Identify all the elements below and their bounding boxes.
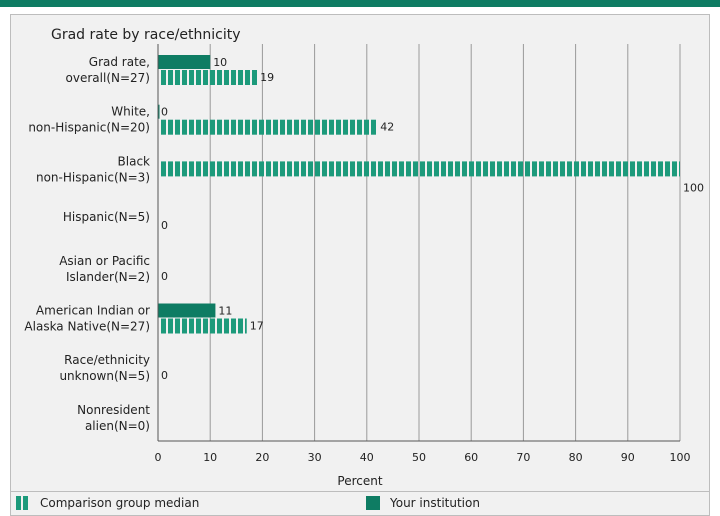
x-tick-label: 100 bbox=[670, 451, 691, 464]
comparison-value-label: 17 bbox=[250, 320, 264, 333]
x-axis-label: Percent bbox=[337, 474, 382, 488]
x-tick-label: 40 bbox=[360, 451, 374, 464]
category-label: unknown(N=5) bbox=[59, 369, 150, 383]
legend-item-institution: Your institution bbox=[366, 496, 480, 510]
x-tick-label: 50 bbox=[412, 451, 426, 464]
comparison-bar bbox=[160, 70, 258, 85]
legend-label-comparison: Comparison group median bbox=[40, 496, 200, 510]
comparison-value-label: 0 bbox=[161, 270, 168, 283]
category-label: American Indian or bbox=[36, 304, 150, 318]
comparison-value-label: 0 bbox=[161, 219, 168, 232]
category-label: Black bbox=[118, 154, 151, 168]
category-label: Alaska Native(N=27) bbox=[24, 320, 150, 334]
comparison-value-label: 19 bbox=[260, 71, 274, 84]
comparison-value-label: 0 bbox=[161, 369, 168, 382]
x-tick-labels: 0 10 20 30 40 50 60 70 80 90 100 bbox=[155, 451, 691, 464]
category-label: Grad rate, bbox=[89, 55, 150, 69]
striped-swatch-icon bbox=[16, 496, 30, 510]
comparison-value-label: 42 bbox=[380, 121, 394, 134]
x-tick-label: 20 bbox=[255, 451, 269, 464]
category-label: Race/ethnicity bbox=[64, 353, 150, 367]
institution-bar bbox=[158, 303, 216, 318]
top-accent-bar bbox=[0, 0, 720, 7]
x-tick-label: 0 bbox=[155, 451, 162, 464]
category-label: non-Hispanic(N=20) bbox=[28, 121, 150, 135]
category-label: Nonresident bbox=[77, 403, 150, 417]
solid-swatch-icon bbox=[366, 496, 380, 510]
x-tick-label: 60 bbox=[464, 451, 478, 464]
category-label: White, bbox=[111, 105, 150, 119]
institution-bar bbox=[158, 55, 211, 69]
x-tick-label: 70 bbox=[516, 451, 530, 464]
category-labels: Grad rate, overall(N=27) White, non-Hispani… bbox=[24, 55, 150, 433]
comparison-value-label: 100 bbox=[683, 181, 704, 194]
x-tick-label: 90 bbox=[621, 451, 635, 464]
institution-value-label: 11 bbox=[218, 305, 232, 318]
institution-bar bbox=[158, 104, 160, 119]
legend: Comparison group median Your institution bbox=[10, 492, 710, 516]
category-label: Asian or Pacific bbox=[59, 254, 150, 268]
comparison-bar bbox=[160, 161, 680, 177]
comparison-bar bbox=[160, 318, 247, 334]
x-tick-label: 10 bbox=[203, 451, 217, 464]
bars: 10 19 0 42 100 0 0 11 17 0 bbox=[158, 55, 704, 382]
category-label: alien(N=0) bbox=[85, 419, 150, 433]
category-label: Hispanic(N=5) bbox=[63, 210, 150, 224]
bar-chart: Grad rate, overall(N=27) White, non-Hispani… bbox=[24, 44, 704, 488]
chart-title: Grad rate by race/ethnicity bbox=[51, 27, 241, 43]
legend-label-institution: Your institution bbox=[390, 496, 480, 510]
chart-frame bbox=[10, 14, 710, 492]
x-tick-label: 30 bbox=[308, 451, 322, 464]
category-label: Islander(N=2) bbox=[66, 270, 150, 284]
legend-item-comparison: Comparison group median bbox=[16, 496, 199, 510]
institution-value-label: 10 bbox=[213, 56, 227, 69]
institution-value-label: 0 bbox=[161, 106, 168, 119]
gridlines bbox=[209, 44, 681, 441]
category-label: overall(N=27) bbox=[66, 71, 150, 85]
category-label: non-Hispanic(N=3) bbox=[36, 170, 150, 184]
x-tick-label: 80 bbox=[569, 451, 583, 464]
comparison-bar bbox=[160, 119, 378, 135]
